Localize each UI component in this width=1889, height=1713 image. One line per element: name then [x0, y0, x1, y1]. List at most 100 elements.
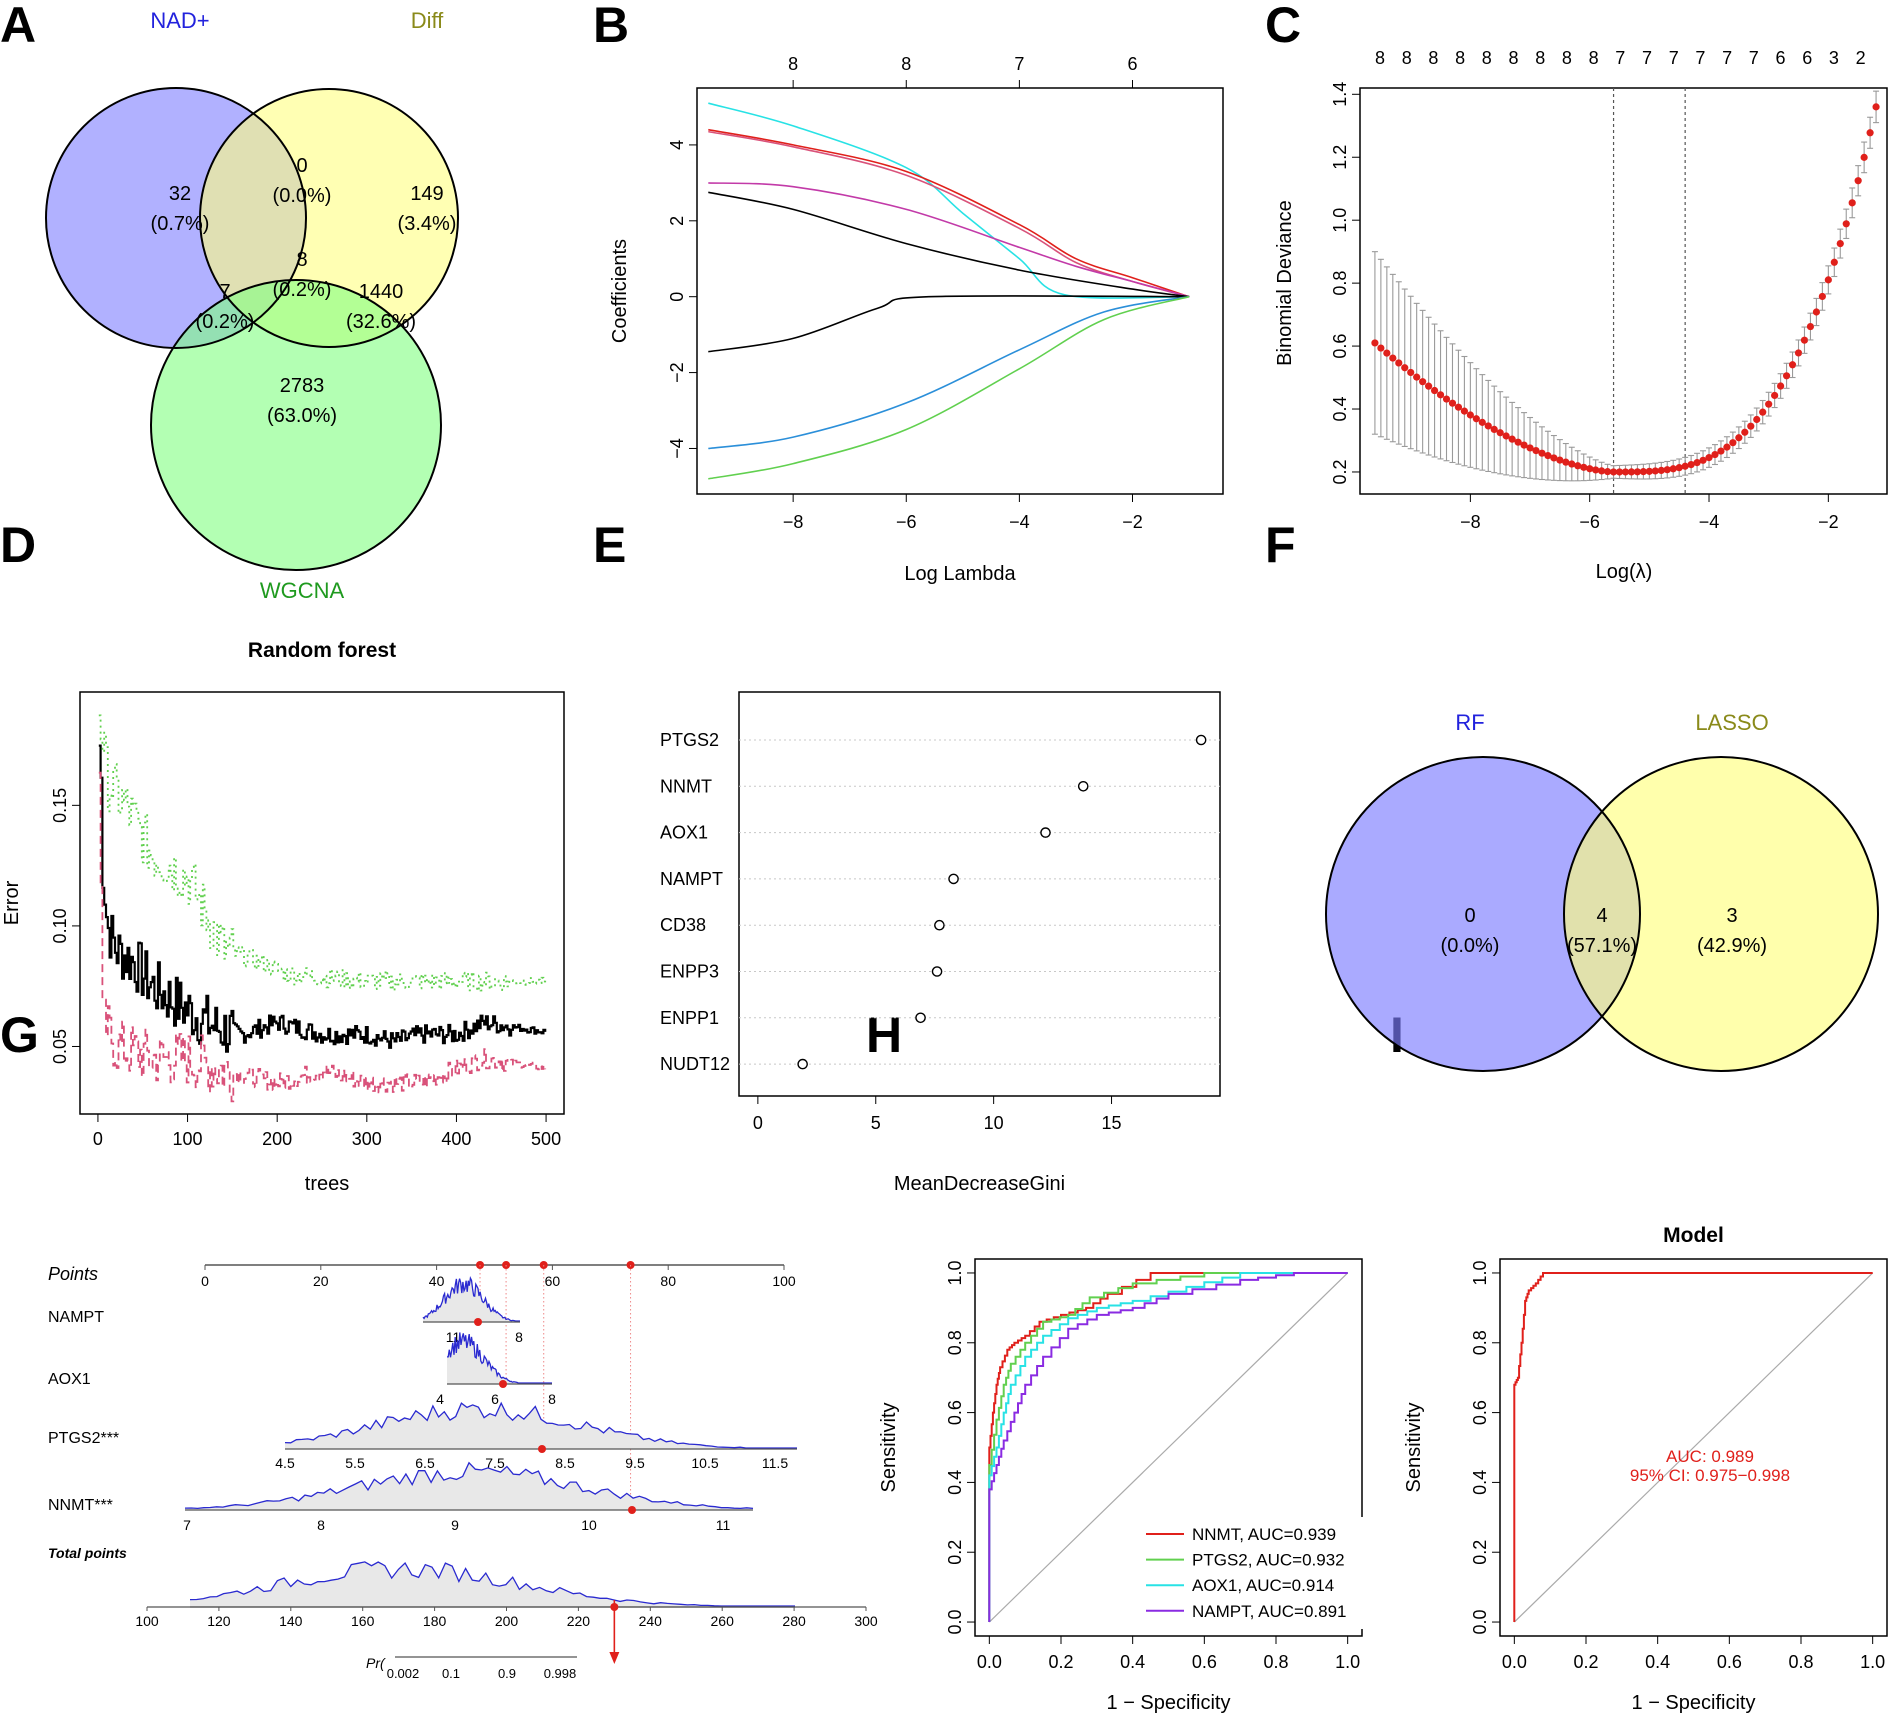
x-axis-title: trees: [305, 1173, 349, 1195]
y-tick-label: 1.2: [1330, 145, 1350, 170]
deviance-point: [1818, 292, 1826, 301]
x-tick-label: −8: [783, 512, 804, 532]
axis-tick-label: 0: [201, 1273, 209, 1289]
panel-i-roc: 0.0 0.0 0.2 0.2 0.4 0.4 0.6 0.6 0.8 0.8 1.0 1.0 1 − …: [1403, 1224, 1888, 1713]
deviance-point: [1788, 361, 1797, 369]
venn-region-percent: (0.2%): [196, 311, 255, 333]
venn-outline-nad: [45, 87, 307, 349]
deviance-point: [1407, 368, 1415, 377]
panel-label-b: B: [593, 0, 629, 53]
deviance-point: [1627, 468, 1636, 476]
top-axis-label: 8: [788, 54, 798, 74]
top-axis-label: 6: [1127, 54, 1137, 74]
x-tick-label: 0: [93, 1129, 103, 1149]
importance-point: [1040, 827, 1051, 838]
y-tick-label: 0.2: [945, 1540, 965, 1565]
venn-region-percent: (0.0%): [1441, 935, 1500, 957]
panel-h-roc: 0.0 0.0 0.2 0.2 0.4 0.4 0.6 0.6 0.8 0.8 1.0 1.0 1 − …: [878, 1258, 1371, 1713]
y-tick-label: 0.2: [1330, 459, 1350, 484]
y-tick-label: 0.0: [1470, 1610, 1490, 1635]
deviance-point: [1866, 129, 1874, 137]
deviance-point: [1532, 447, 1540, 455]
panel-label-f: F: [1265, 517, 1296, 573]
venn-outline-lasso: [1563, 756, 1879, 1072]
x-tick-label: 5: [871, 1113, 881, 1133]
axis-tick-label: 0.1: [442, 1666, 460, 1681]
deviance-point: [1425, 382, 1433, 390]
deviance-point: [1556, 456, 1564, 464]
deviance-point: [1383, 349, 1391, 357]
category-label: NUDT12: [660, 1054, 730, 1074]
deviance-point: [1824, 276, 1832, 284]
deviance-point: [1765, 400, 1773, 408]
deviance-point: [1472, 415, 1480, 423]
panel-g-nomogram: 0 20 40 60 80 100 Points 11 8 NAMPT 4 6 8 AOX1 4.5 5.5 6…: [48, 1261, 878, 1681]
plot-frame: [738, 691, 1221, 1097]
top-axis-label: 7: [1722, 48, 1732, 68]
y-axis-title: Error: [1, 880, 23, 925]
deviance-point: [1395, 359, 1403, 367]
axis-tick-label: 10.5: [691, 1455, 718, 1471]
axis-tick-label: 7.5: [485, 1455, 505, 1471]
deviance-point: [1848, 199, 1856, 207]
axis-tick-label: 300: [854, 1613, 878, 1629]
deviance-point: [1544, 452, 1552, 460]
top-axis-label: 8: [1375, 48, 1385, 68]
axis-tick-label: 7: [183, 1517, 191, 1533]
deviance-point: [1812, 308, 1821, 316]
value-marker: [474, 1318, 482, 1326]
deviance-point: [1603, 468, 1612, 476]
coef-path-black-neg: [708, 295, 1190, 353]
venn-region-count: 1440: [359, 281, 404, 303]
venn-region-percent: (0.0%): [273, 185, 332, 207]
deviance-point: [1771, 391, 1779, 400]
deviance-point: [1484, 422, 1492, 430]
category-label: ENPP3: [660, 962, 719, 982]
x-axis-title: 1 − Specificity: [1632, 1692, 1756, 1713]
y-tick-label: 1.0: [1470, 1260, 1490, 1285]
panel-label-e: E: [593, 517, 626, 573]
roc-curve-ptgs2: [988, 1272, 1348, 1622]
diagonal-reference: [1513, 1272, 1874, 1623]
value-marker: [499, 1380, 507, 1388]
deviance-point: [1735, 434, 1743, 442]
chart-title: Random forest: [248, 639, 396, 662]
venn-circle-lasso: [1564, 757, 1878, 1071]
y-tick-label: 2: [667, 216, 687, 226]
axis-tick-label: 0.998: [544, 1666, 577, 1681]
venn-region-count: 4: [1596, 905, 1607, 927]
category-label: AOX1: [660, 823, 708, 843]
diagonal-reference: [988, 1272, 1349, 1623]
deviance-point: [1645, 467, 1653, 475]
top-axis-label: 7: [1615, 48, 1625, 68]
x-tick-label: 1.0: [1335, 1652, 1360, 1672]
nnmt-density-line: [184, 1461, 754, 1510]
deviance-point: [1860, 153, 1868, 161]
panel-label-h: H: [866, 1007, 902, 1063]
x-tick-label: −4: [1009, 512, 1030, 532]
x-tick-label: 15: [1102, 1113, 1122, 1133]
y-tick-label: 0.4: [1470, 1470, 1490, 1495]
venn-circle-rf: [1326, 757, 1640, 1071]
row-label: NAMPT: [48, 1309, 104, 1326]
x-tick-label: 0.6: [1192, 1652, 1217, 1672]
venn-region-count: 7: [219, 281, 230, 303]
deviance-point: [1615, 468, 1624, 476]
y-tick-label: 0.6: [1330, 334, 1350, 359]
x-tick-label: 0.8: [1788, 1652, 1813, 1672]
axis-tick-label: 8.5: [555, 1455, 575, 1471]
deviance-point: [1633, 468, 1642, 476]
panel-label-g: G: [0, 1007, 39, 1063]
venn-region-percent: (0.2%): [273, 279, 332, 301]
deviance-point: [1460, 407, 1469, 415]
x-tick-label: −4: [1699, 512, 1720, 532]
axis-tick-label: 6: [491, 1391, 499, 1407]
y-tick-label: 1.4: [1330, 82, 1350, 107]
top-axis-label: 8: [1589, 48, 1599, 68]
deviance-point: [1454, 403, 1463, 411]
coef-path-red: [708, 128, 1190, 298]
axis-tick-label: 4: [436, 1391, 444, 1407]
venn-set-label: RF: [1455, 710, 1484, 735]
axis-tick-label: 100: [772, 1273, 796, 1289]
y-tick-label: 0.6: [1470, 1400, 1490, 1425]
